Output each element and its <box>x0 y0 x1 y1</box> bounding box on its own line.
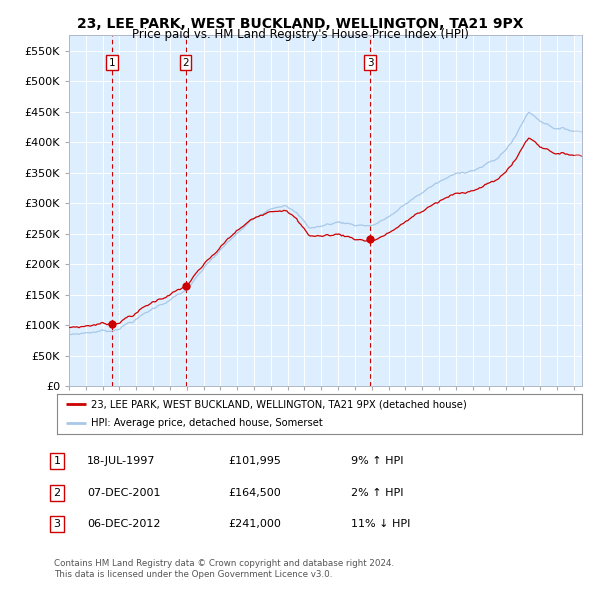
Text: £164,500: £164,500 <box>228 488 281 497</box>
Polygon shape <box>574 35 582 386</box>
Text: Contains HM Land Registry data © Crown copyright and database right 2024.
This d: Contains HM Land Registry data © Crown c… <box>54 559 394 579</box>
Text: 3: 3 <box>367 58 374 68</box>
Text: 23, LEE PARK, WEST BUCKLAND, WELLINGTON, TA21 9PX: 23, LEE PARK, WEST BUCKLAND, WELLINGTON,… <box>77 17 523 31</box>
Text: 07-DEC-2001: 07-DEC-2001 <box>87 488 161 497</box>
Text: Price paid vs. HM Land Registry's House Price Index (HPI): Price paid vs. HM Land Registry's House … <box>131 28 469 41</box>
Text: 11% ↓ HPI: 11% ↓ HPI <box>351 519 410 529</box>
Text: HPI: Average price, detached house, Somerset: HPI: Average price, detached house, Some… <box>91 418 323 428</box>
Text: 06-DEC-2012: 06-DEC-2012 <box>87 519 161 529</box>
Text: 18-JUL-1997: 18-JUL-1997 <box>87 457 155 466</box>
Text: 3: 3 <box>53 519 61 529</box>
Text: £241,000: £241,000 <box>228 519 281 529</box>
Text: 9% ↑ HPI: 9% ↑ HPI <box>351 457 404 466</box>
Text: 1: 1 <box>109 58 115 68</box>
Text: 2% ↑ HPI: 2% ↑ HPI <box>351 488 404 497</box>
Text: 1: 1 <box>53 457 61 466</box>
Text: 23, LEE PARK, WEST BUCKLAND, WELLINGTON, TA21 9PX (detached house): 23, LEE PARK, WEST BUCKLAND, WELLINGTON,… <box>91 399 467 409</box>
Text: 2: 2 <box>53 488 61 497</box>
Text: 2: 2 <box>182 58 189 68</box>
Text: £101,995: £101,995 <box>228 457 281 466</box>
